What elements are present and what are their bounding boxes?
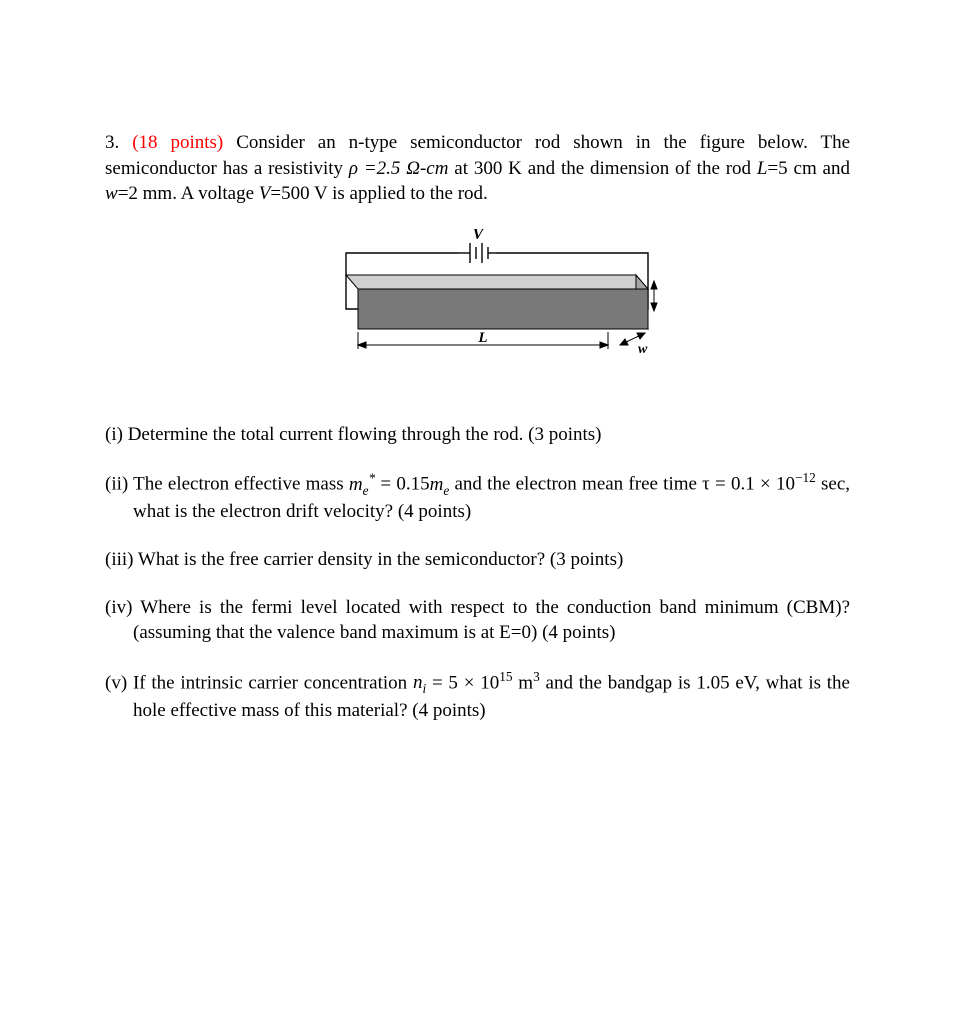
part-iv-text: Where is the fermi level located with re…: [133, 597, 850, 644]
problem-statement: 3. (18 points) Consider an n-type semico…: [105, 130, 850, 207]
part-ii: (ii) The electron effective mass me* = 0…: [105, 469, 850, 525]
part-iii-text: What is the free carrier density in the …: [138, 549, 623, 570]
rod-diagram: V L: [298, 229, 658, 384]
part-ii-eq1: = 0.15: [375, 474, 429, 495]
label-L: L: [477, 330, 487, 346]
label-V: V: [472, 229, 484, 243]
me: me: [430, 474, 450, 495]
part-iv: (iv) Where is the fermi level located wi…: [105, 595, 850, 646]
L-sym: L: [757, 158, 768, 179]
part-ii-num: (ii): [105, 474, 133, 495]
part-v-unit-exp: 3: [533, 669, 540, 684]
part-ii-text2: and the electron mean free time τ = 0.1 …: [449, 474, 795, 495]
intro-text-2: at 300 K and the dimension of the rod: [448, 158, 756, 179]
ni: ni: [413, 672, 426, 693]
part-i-text: Determine the total current flowing thro…: [128, 424, 602, 445]
points: (18 points): [132, 132, 223, 153]
rho-eq: ρ =2.5 Ω-cm: [349, 158, 449, 179]
part-v: (v) If the intrinsic carrier concentrati…: [105, 668, 850, 724]
part-ii-exp: −12: [795, 470, 816, 485]
L-val: =5 cm and: [767, 158, 850, 179]
figure: V L: [105, 229, 850, 392]
problem-number: 3.: [105, 132, 119, 153]
part-iv-num: (iv): [105, 597, 140, 618]
w-val: =2 mm. A voltage: [118, 183, 259, 204]
part-v-text1: If the intrinsic carrier concentration: [133, 672, 413, 693]
part-i-num: (i): [105, 424, 128, 445]
part-v-num: (v): [105, 672, 133, 693]
V-val: =500 V is applied to the rod.: [270, 183, 487, 204]
V-sym: V: [259, 183, 271, 204]
part-v-eq: = 5 × 10: [426, 672, 499, 693]
part-i: (i) Determine the total current flowing …: [105, 422, 850, 448]
part-iii-num: (iii): [105, 549, 138, 570]
rod-3d: [346, 275, 648, 329]
w-sym: w: [105, 183, 118, 204]
battery-icon: [458, 243, 496, 263]
part-ii-text1: The electron effective mass: [133, 474, 349, 495]
part-v-exp: 15: [499, 669, 512, 684]
me-star: me*: [349, 474, 375, 495]
label-w-bottom: w: [638, 342, 648, 357]
part-iii: (iii) What is the free carrier density i…: [105, 547, 850, 573]
dimension-w-height: [651, 281, 657, 311]
part-v-unit: m: [513, 672, 534, 693]
